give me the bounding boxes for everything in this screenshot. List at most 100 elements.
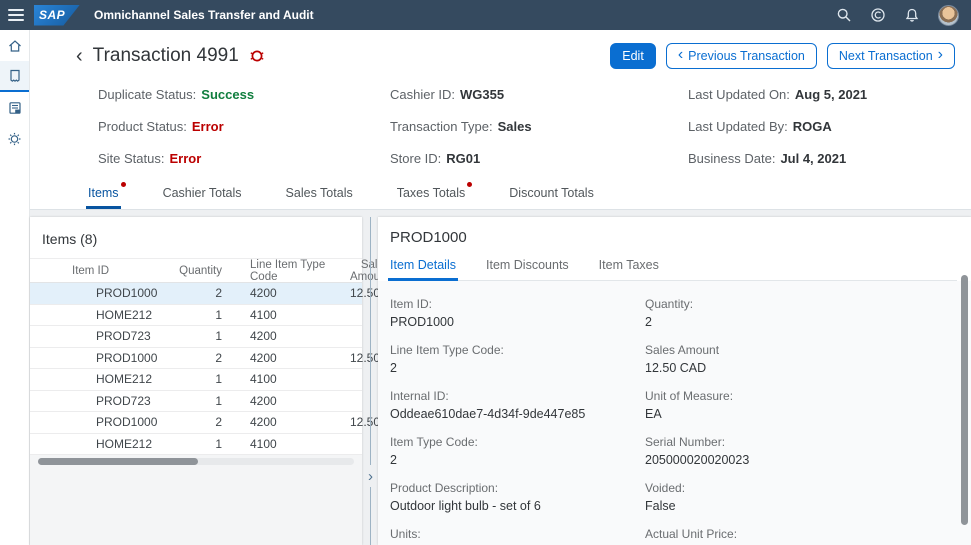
vertical-scrollbar-thumb[interactable] bbox=[961, 275, 968, 525]
next-transaction-button[interactable]: Next Transaction› bbox=[827, 43, 955, 69]
item-details-form: Item ID:PROD1000 Line Item Type Code:2 I… bbox=[378, 281, 971, 545]
tab-sales-totals[interactable]: Sales Totals bbox=[286, 186, 353, 209]
field-label: Internal ID: bbox=[390, 389, 645, 403]
horizontal-scrollbar[interactable] bbox=[30, 455, 362, 468]
column-quantity: Quantity bbox=[170, 265, 222, 277]
nav-transactions-icon[interactable] bbox=[0, 61, 29, 92]
sap-logo-text: SAP bbox=[39, 8, 65, 22]
cell-item-id: HOME212 bbox=[30, 372, 170, 386]
user-avatar[interactable] bbox=[938, 5, 959, 26]
field-label: Last Updated On: bbox=[688, 87, 790, 102]
page-header: ‹ Transaction 4991 Edit ‹Previous Transa… bbox=[30, 30, 971, 180]
field-label: Cashier ID: bbox=[390, 87, 455, 102]
business-date-value: Jul 4, 2021 bbox=[780, 151, 846, 166]
cell-item-id: PROD1000 bbox=[30, 351, 170, 365]
page-title: Transaction 4991 bbox=[93, 45, 239, 67]
copilot-icon[interactable] bbox=[870, 7, 886, 23]
table-row[interactable]: HOME21214100 bbox=[30, 305, 362, 327]
cell-line-item-type-code: 4100 bbox=[222, 437, 350, 451]
product-description-value: Outdoor light bulb - set of 6 bbox=[390, 499, 645, 513]
back-icon[interactable]: ‹ bbox=[76, 46, 83, 66]
cell-item-id: HOME212 bbox=[30, 437, 170, 451]
field-label: Serial Number: bbox=[645, 435, 947, 449]
menu-icon[interactable] bbox=[8, 9, 24, 21]
nav-home-icon[interactable] bbox=[0, 30, 29, 61]
error-dot-badge bbox=[121, 182, 126, 187]
field-label: Line Item Type Code: bbox=[390, 343, 645, 357]
cashier-id-value: WG355 bbox=[460, 87, 504, 102]
tab-discount-totals-label: Discount Totals bbox=[509, 186, 594, 200]
cell-item-id: PROD723 bbox=[30, 329, 170, 343]
product-status-value: Error bbox=[192, 119, 224, 134]
tab-cashier-totals-label: Cashier Totals bbox=[163, 186, 242, 200]
notifications-icon[interactable] bbox=[904, 7, 920, 23]
vertical-scrollbar[interactable] bbox=[960, 273, 968, 541]
quantity-value: 2 bbox=[645, 315, 947, 329]
tab-cashier-totals[interactable]: Cashier Totals bbox=[163, 186, 242, 209]
cell-quantity: 2 bbox=[170, 415, 222, 429]
table-row[interactable]: HOME21214100 bbox=[30, 434, 362, 456]
last-updated-on-value: Aug 5, 2021 bbox=[795, 87, 867, 102]
table-row[interactable]: PROD10002420012.50 bbox=[30, 412, 362, 434]
previous-transaction-button[interactable]: ‹Previous Transaction bbox=[666, 43, 817, 69]
items-list-panel: Items (8) Item ID Quantity Line Item Typ… bbox=[30, 217, 362, 545]
site-status-value: Error bbox=[169, 151, 201, 166]
tab-taxes-totals[interactable]: Taxes Totals bbox=[397, 186, 466, 209]
field-label: Business Date: bbox=[688, 151, 775, 166]
tab-items-label: Items bbox=[88, 186, 119, 200]
sap-logo[interactable]: SAP bbox=[34, 5, 80, 26]
field-label: Unit of Measure: bbox=[645, 389, 947, 403]
field-label: Product Description: bbox=[390, 481, 645, 495]
items-table-header: Item ID Quantity Line Item Type Code Sal… bbox=[30, 258, 362, 283]
cell-quantity: 1 bbox=[170, 329, 222, 343]
expand-panel-icon[interactable]: › bbox=[364, 465, 377, 487]
table-row[interactable]: PROD72314200 bbox=[30, 326, 362, 348]
side-navigation-rail bbox=[0, 30, 30, 545]
store-id-value: RG01 bbox=[446, 151, 480, 166]
last-updated-by-value: ROGA bbox=[793, 119, 832, 134]
item-id-value: PROD1000 bbox=[390, 315, 645, 329]
tab-item-taxes[interactable]: Item Taxes bbox=[599, 258, 659, 280]
detail-tab-strip: Item Details Item Discounts Item Taxes bbox=[390, 258, 957, 281]
edit-button-label: Edit bbox=[622, 49, 644, 63]
tab-item-details[interactable]: Item Details bbox=[390, 258, 456, 280]
cell-item-id: PROD1000 bbox=[30, 415, 170, 429]
cell-line-item-type-code: 4200 bbox=[222, 415, 350, 429]
voided-value: False bbox=[645, 499, 947, 513]
field-label: Duplicate Status: bbox=[98, 87, 196, 102]
shell-bar: SAP Omnichannel Sales Transfer and Audit bbox=[0, 0, 971, 30]
tab-discount-totals[interactable]: Discount Totals bbox=[509, 186, 594, 209]
cell-quantity: 2 bbox=[170, 286, 222, 300]
serial-number-value: 205000020020023 bbox=[645, 453, 947, 467]
horizontal-scrollbar-thumb[interactable] bbox=[38, 458, 198, 465]
tab-sales-totals-label: Sales Totals bbox=[286, 186, 353, 200]
cell-line-item-type-code: 4100 bbox=[222, 308, 350, 322]
nav-audit-icon[interactable] bbox=[0, 92, 29, 123]
column-item-id: Item ID bbox=[30, 265, 170, 277]
tab-items[interactable]: Items bbox=[88, 186, 119, 209]
tab-item-discounts[interactable]: Item Discounts bbox=[486, 258, 569, 280]
panel-splitter[interactable]: › bbox=[362, 217, 378, 545]
app-title: Omnichannel Sales Transfer and Audit bbox=[94, 8, 314, 22]
cell-quantity: 2 bbox=[170, 351, 222, 365]
previous-transaction-label: Previous Transaction bbox=[688, 49, 805, 63]
nav-settings-icon[interactable] bbox=[0, 123, 29, 154]
cell-item-id: HOME212 bbox=[30, 308, 170, 322]
edit-button[interactable]: Edit bbox=[610, 43, 656, 69]
table-row[interactable]: HOME21214100 bbox=[30, 369, 362, 391]
error-dot-badge bbox=[467, 182, 472, 187]
tab-taxes-totals-label: Taxes Totals bbox=[397, 186, 466, 200]
table-row[interactable]: PROD72314200 bbox=[30, 391, 362, 413]
cell-line-item-type-code: 4200 bbox=[222, 286, 350, 300]
duplicate-status-value: Success bbox=[201, 87, 254, 102]
table-row[interactable]: PROD10002420012.50 bbox=[30, 283, 362, 305]
field-label: Transaction Type: bbox=[390, 119, 493, 134]
field-label: Item Type Code: bbox=[390, 435, 645, 449]
chevron-right-icon: › bbox=[938, 47, 943, 63]
search-icon[interactable] bbox=[836, 7, 852, 23]
field-label: Voided: bbox=[645, 481, 947, 495]
table-row[interactable]: PROD10002420012.50 bbox=[30, 348, 362, 370]
transaction-type-value: Sales bbox=[498, 119, 532, 134]
cell-quantity: 1 bbox=[170, 394, 222, 408]
sales-amount-value: 12.50 CAD bbox=[645, 361, 947, 375]
